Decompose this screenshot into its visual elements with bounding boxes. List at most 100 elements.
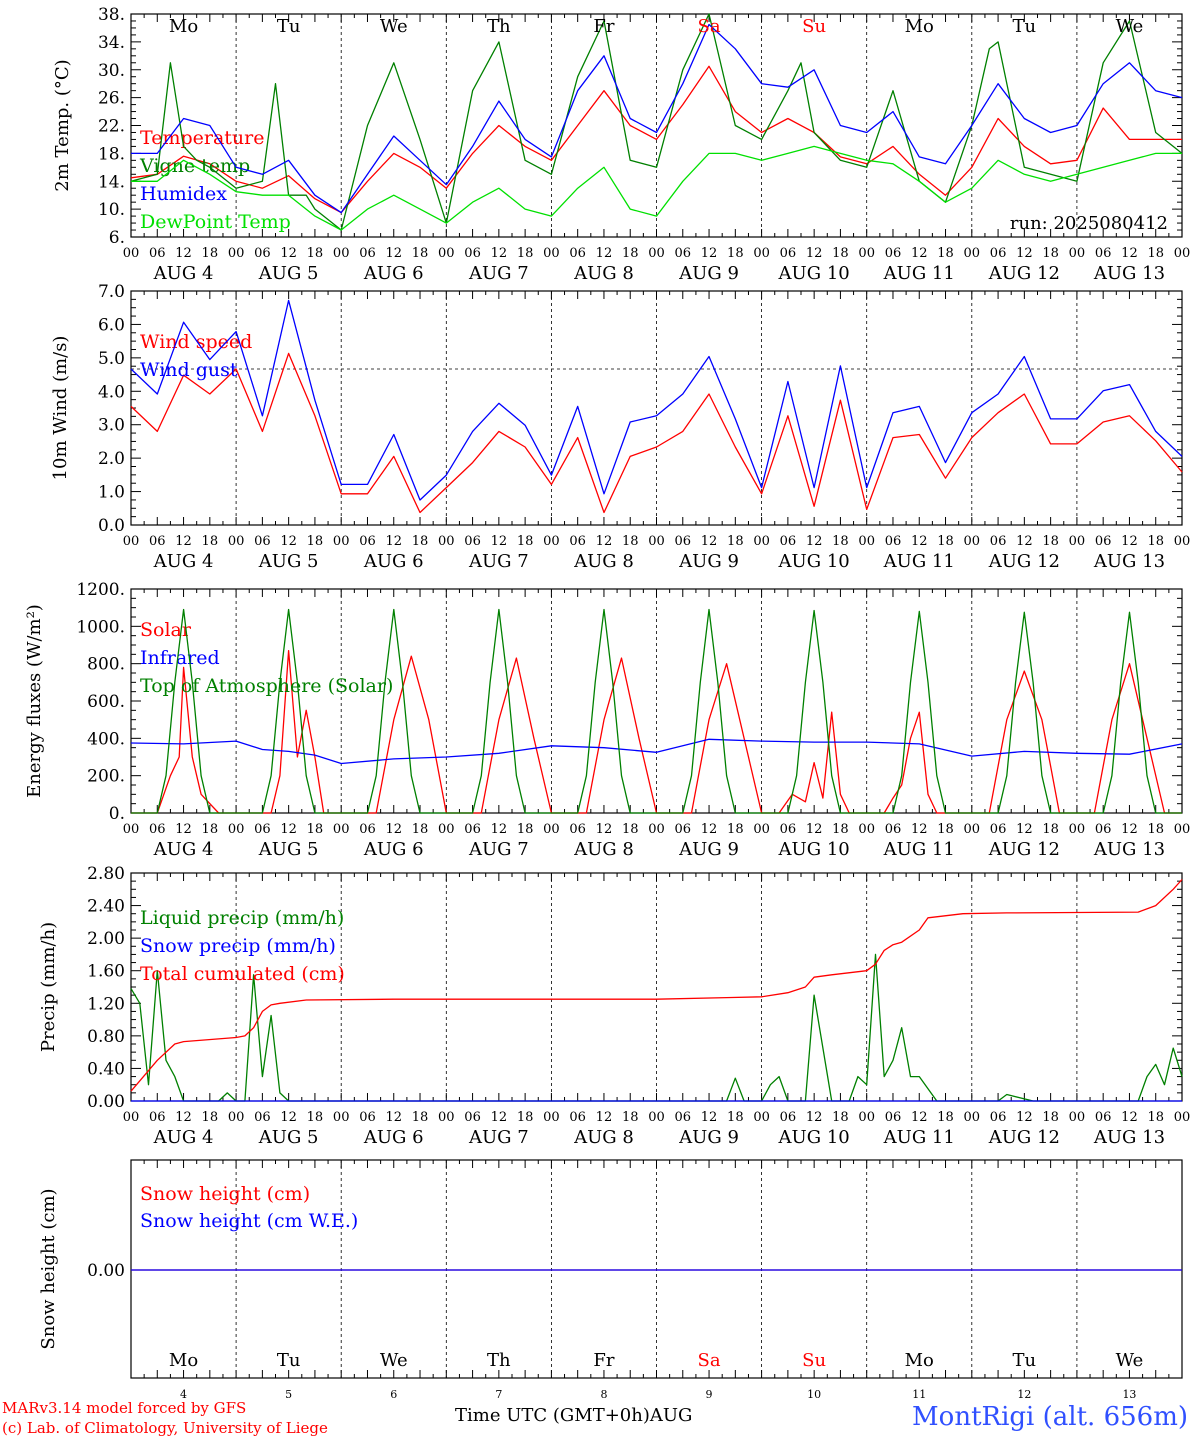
panel-2-hour-label: 00	[753, 534, 770, 549]
panel-2-hour-label: 18	[1147, 534, 1164, 549]
panel-5-dow-label: Th	[487, 1350, 511, 1371]
panel-1-legend-3: Humidex	[140, 183, 227, 205]
panel-1-ylabel: 2m Temp. (°C)	[52, 59, 73, 191]
panel-5-day-number: 13	[1122, 1388, 1136, 1401]
panel-1-hour-label: 06	[254, 246, 271, 261]
panel-4-hour-label: 00	[1069, 1110, 1086, 1125]
panel-2-ytick-label: 6.0	[98, 315, 125, 335]
panel-2-ytick-label: 0.0	[98, 516, 125, 536]
panel-2-hour-label: 12	[491, 534, 508, 549]
panel-1-series-1-line	[130, 65, 1182, 214]
panel-1-hour-label: 06	[569, 246, 586, 261]
panel-3-series-2-line	[130, 738, 1183, 765]
panel-2-date-label: AUG 7	[468, 551, 529, 572]
panel-1-hour-label: 06	[990, 246, 1007, 261]
panel-4-hour-label: 06	[990, 1110, 1007, 1125]
panel-3-hour-label: 18	[1042, 822, 1059, 837]
time-axis-month: AUG	[649, 1405, 693, 1426]
panel-2-hour-label: 00	[1174, 534, 1191, 549]
credit-line-2: (c) Lab. of Climatology, University of L…	[2, 1419, 328, 1437]
panel-3-hour-label: 18	[307, 822, 324, 837]
panel-5-dow-label: We	[1116, 1350, 1144, 1371]
panel-1-hour-label: 06	[780, 246, 797, 261]
panel-3-date-label: AUG 13	[1093, 839, 1165, 860]
panel-3-hour-label: 00	[333, 822, 350, 837]
panel-1-hour-label: 06	[675, 246, 692, 261]
panel-1-legend-4: DewPoint Temp	[140, 211, 291, 233]
panel-4-hour-label: 00	[333, 1110, 350, 1125]
panel-1-dow-label: We	[1116, 16, 1144, 37]
panel-2-ytick-label: 4.0	[98, 382, 125, 402]
panel-2-ytick-label: 1.0	[98, 483, 125, 503]
panel-3-hour-label: 00	[1069, 822, 1086, 837]
panel-1-hour-label: 00	[964, 246, 981, 261]
panel-2-legend-2: Wind gust	[140, 359, 238, 381]
panel-3-hour-label: 00	[438, 822, 455, 837]
panel-1-hour-label: 12	[806, 246, 823, 261]
panel-1-hour-label: 00	[123, 246, 140, 261]
panel-4-date-label: AUG 7	[468, 1127, 529, 1148]
panel-3-hour-label: 00	[228, 822, 245, 837]
panel-1-dow-label: Tu	[1013, 16, 1037, 37]
panel-3-hour-label: 12	[1121, 822, 1138, 837]
panel-1-hour-label: 12	[280, 246, 297, 261]
panel-1-hour-label: 06	[1095, 246, 1112, 261]
panel-3-date-label: AUG 8	[573, 839, 634, 860]
panel-3-hour-label: 12	[280, 822, 297, 837]
panel-2-date-label: AUG 4	[153, 551, 214, 572]
panel-1-hour-label: 18	[937, 246, 954, 261]
panel-1-hour-label: 18	[727, 246, 744, 261]
panel-2-date-label: AUG 11	[883, 551, 955, 572]
panel-5-ytick-label: 0.00	[87, 1261, 125, 1281]
panel-4-date-label: AUG 4	[153, 1127, 214, 1148]
panel-4-hour-label: 00	[858, 1110, 875, 1125]
panel-2-legend-1: Wind speed	[140, 331, 252, 353]
panel-4-ytick-label: 0.40	[87, 1059, 125, 1079]
panel-1-ytick-label: 22.	[98, 117, 125, 137]
panel-1-hour-label: 12	[1121, 246, 1138, 261]
panel-4-legend-1: Liquid precip (mm/h)	[140, 907, 344, 929]
panel-1-hour-label: 12	[1016, 246, 1033, 261]
panel-2-hour-label: 18	[307, 534, 324, 549]
panel-3-hour-label: 06	[780, 822, 797, 837]
panel-1-hour-label: 00	[438, 246, 455, 261]
panel-4-hour-label: 12	[911, 1110, 928, 1125]
panel-1-hour-label: 18	[832, 246, 849, 261]
panel-4-hour-label: 06	[569, 1110, 586, 1125]
panel-3-hour-label: 12	[175, 822, 192, 837]
panel-4-series-3-line	[130, 879, 1183, 1092]
panel-3-hour-label: 00	[858, 822, 875, 837]
panel-1-hour-label: 06	[885, 246, 902, 261]
panel-2-hour-label: 06	[569, 534, 586, 549]
panel-1-date-label: AUG 10	[778, 263, 850, 284]
panel-1-date-label: AUG 11	[883, 263, 955, 284]
panel-2-hour-label: 18	[1042, 534, 1059, 549]
panel-4-hour-label: 06	[464, 1110, 481, 1125]
panel-2-date-label: AUG 9	[678, 551, 739, 572]
panel-3-hour-label: 00	[1174, 822, 1191, 837]
panel-4-hour-label: 06	[359, 1110, 376, 1125]
panel-3-ytick-label: 600.	[87, 692, 125, 712]
panel-1-hour-label: 00	[333, 246, 350, 261]
panel-4-date-label: AUG 12	[988, 1127, 1060, 1148]
panel-2-hour-label: 12	[385, 534, 402, 549]
panel-3-hour-label: 18	[832, 822, 849, 837]
panel-4-hour-label: 06	[254, 1110, 271, 1125]
panel-1-hour-label: 00	[858, 246, 875, 261]
panel-5-dow-label: Tu	[1013, 1350, 1037, 1371]
panel-1-ytick-label: 30.	[98, 61, 125, 81]
panel-1-hour-label: 06	[359, 246, 376, 261]
panel-3-date-label: AUG 12	[988, 839, 1060, 860]
panel-4-hour-label: 12	[175, 1110, 192, 1125]
panel-4-ylabel: Precip (mm/h)	[38, 922, 59, 1052]
panel-3-date-label: AUG 10	[778, 839, 850, 860]
panel-4-hour-label: 18	[412, 1110, 429, 1125]
panel-4-hour-label: 12	[1121, 1110, 1138, 1125]
panel-5-dow-label: Tu	[277, 1350, 301, 1371]
panel-2-hour-label: 00	[333, 534, 350, 549]
panel-4-hour-label: 00	[1174, 1110, 1191, 1125]
panel-3-hour-label: 12	[491, 822, 508, 837]
panel-1-hour-label: 00	[1174, 246, 1191, 261]
